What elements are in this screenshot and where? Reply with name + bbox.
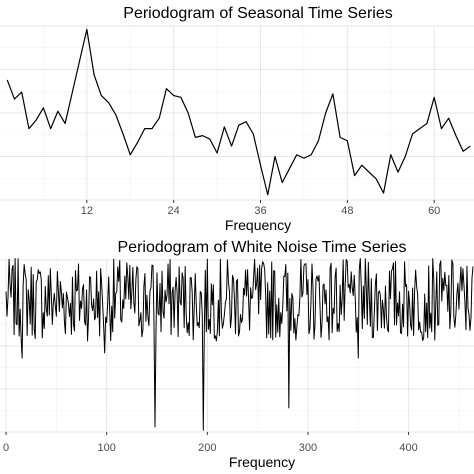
plot-panel-bottom: 0 100 200 300 400 [0, 257, 474, 454]
x-tick-label: 48 [341, 205, 353, 217]
plot-panel-top: 12 24 36 48 60 [0, 25, 474, 217]
x-tick-label: 12 [81, 205, 93, 217]
x-tick-label: 36 [254, 205, 266, 217]
chart-title-bottom: Periodogram of White Noise Time Series [118, 239, 407, 256]
series-line-bottom [5, 257, 474, 431]
x-tick-label: 400 [399, 442, 417, 454]
x-tick-label: 200 [198, 442, 216, 454]
x-tick-label: 100 [97, 442, 115, 454]
x-tick-label: 300 [299, 442, 317, 454]
x-tick-label: 24 [168, 205, 180, 217]
series-line-top [6, 28, 471, 196]
x-tick-label: 60 [428, 205, 440, 217]
x-tick-label: 0 [3, 442, 9, 454]
chart-title-top: Periodogram of Seasonal Time Series [123, 5, 392, 22]
x-axis-label-bottom: Frequency [229, 454, 295, 470]
x-axis-label-top: Frequency [225, 217, 291, 233]
